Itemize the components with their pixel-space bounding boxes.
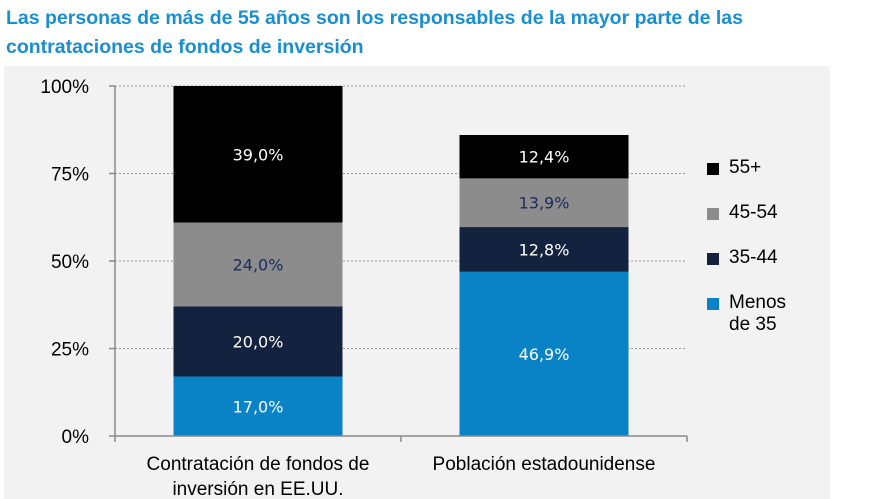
legend-swatch — [707, 208, 719, 220]
data-label: 46,9% — [519, 345, 570, 364]
legend-swatch — [707, 298, 719, 310]
legend-item: 55+ — [707, 157, 799, 179]
bar-segment — [459, 271, 629, 436]
data-label: 17,0% — [233, 397, 284, 416]
data-label: 12,4% — [519, 148, 570, 167]
legend-item: 35-44 — [707, 247, 799, 269]
legend-label: 55+ — [729, 157, 762, 178]
data-label: 24,0% — [233, 256, 284, 275]
bar-segment — [173, 222, 343, 307]
chart-legend: 55+ 45-54 35-44 Menos de 35 — [707, 157, 799, 359]
y-tick-label: 25% — [51, 340, 89, 361]
x-tick-label: Población estadounidense — [433, 454, 656, 475]
legend-label: Menos de 35 — [729, 292, 787, 335]
bar-segment — [173, 86, 343, 223]
bar-segment — [459, 178, 629, 228]
y-tick-label: 50% — [51, 252, 89, 273]
chart-title: Las personas de más de 55 años son los r… — [6, 7, 743, 58]
legend-label: 35-44 — [729, 247, 778, 268]
data-label: 12,8% — [519, 240, 570, 259]
bar-segment — [173, 376, 343, 436]
legend-label: 45-54 — [729, 202, 778, 223]
data-label: 39,0% — [233, 145, 284, 164]
bar-segment — [459, 227, 629, 272]
legend-item: Menos de 35 — [707, 292, 799, 336]
x-tick-label: Contratación de fondos de inversión en EE… — [147, 454, 370, 499]
bar-segment — [173, 306, 343, 377]
bar-segment — [459, 135, 629, 179]
legend-swatch — [707, 253, 719, 265]
data-label: 13,9% — [519, 194, 570, 213]
y-tick-label: 0% — [62, 427, 90, 448]
chart-panel — [4, 66, 830, 499]
y-tick-label: 100% — [40, 77, 89, 98]
legend-swatch — [707, 163, 719, 175]
legend-item: 45-54 — [707, 202, 799, 224]
data-label: 20,0% — [233, 333, 284, 352]
y-tick-label: 75% — [51, 165, 89, 186]
